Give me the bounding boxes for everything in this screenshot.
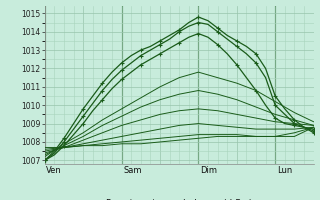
- Text: Lun: Lun: [277, 166, 292, 175]
- Text: Ven: Ven: [46, 166, 62, 175]
- Text: Sam: Sam: [123, 166, 142, 175]
- Text: Dim: Dim: [200, 166, 217, 175]
- Text: Pression niveau de la mer( hPa ): Pression niveau de la mer( hPa ): [106, 199, 252, 200]
